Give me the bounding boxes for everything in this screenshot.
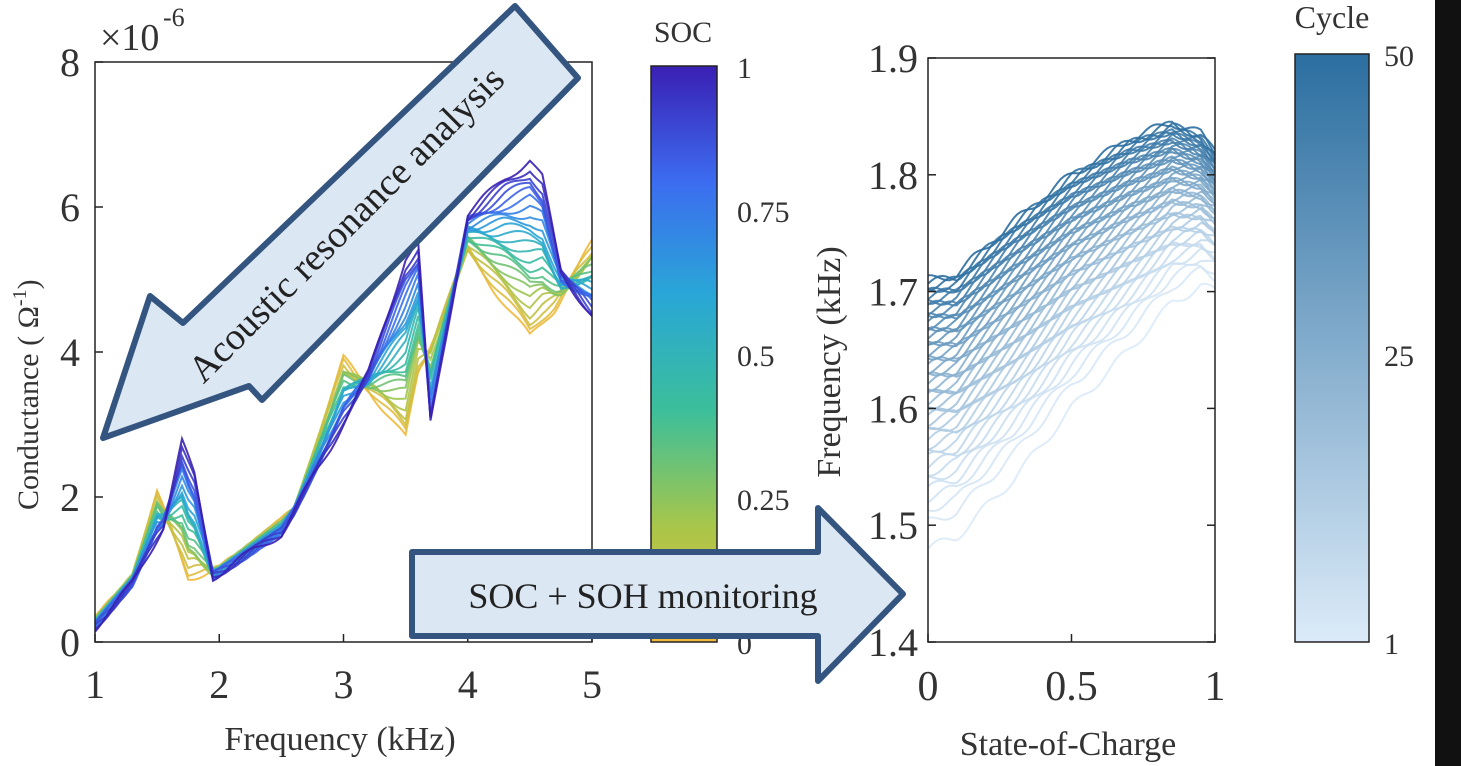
cycle-series-line (927, 137, 1216, 316)
left-x-tick-label: 1 (85, 662, 105, 707)
right-y-tick-label: 1.9 (868, 36, 918, 81)
cycle-colorbar-tick-label: 25 (1384, 340, 1414, 373)
left-x-axis-label: Frequency (kHz) (224, 721, 455, 758)
cycle-colorbar-bar (1294, 53, 1370, 643)
left-panel: 1 2 3 4 5 0 2 4 6 8 ×10 -6 Frequency (kHz) Conduc… (9, 3, 602, 758)
left-x-tick-label: 3 (334, 662, 354, 707)
cycle-series-line (927, 200, 1216, 411)
left-y-label-sup: -1 (9, 289, 31, 306)
svg-text:Conductance ( Ω-1): Conductance ( Ω-1) (9, 279, 45, 510)
cycle-series-line (927, 211, 1216, 428)
left-x-tick-label: 5 (582, 662, 602, 707)
soc-colorbar-bar (650, 65, 718, 643)
right-x-tick-label: 1 (1205, 664, 1226, 710)
cycle-series-line (927, 226, 1216, 451)
right-x-tick-label: 0 (918, 664, 939, 710)
left-y-label-close: ) (12, 279, 45, 289)
soc-colorbar-tick-label: 0.75 (737, 196, 790, 229)
cycle-colorbar-tick-label: 50 (1384, 40, 1414, 73)
right-y-axis-label: Frequency (kHz) (811, 246, 848, 477)
cycle-colorbar-tick-label: 1 (1384, 628, 1399, 661)
soc-series-line (94, 247, 593, 619)
soc-series-line (94, 237, 593, 620)
right-series-group (927, 120, 1216, 550)
cycle-series-line (927, 142, 1216, 319)
soc-colorbar-tick-label: 0.25 (737, 484, 790, 517)
right-ticks: 0 0.5 1 1.4 1.5 1.6 1.7 1.8 1.9 (868, 36, 1226, 710)
left-y-tick-label: 6 (60, 185, 80, 230)
cycle-series-line (927, 263, 1216, 513)
arrow-2-label: SOC + SOH monitoring (468, 576, 817, 616)
cycle-series-line (927, 180, 1216, 377)
left-x-tick-label: 2 (209, 662, 229, 707)
cycle-series-line (928, 242, 1216, 477)
cycle-series-line (927, 188, 1216, 393)
left-ticks: 1 2 3 4 5 0 2 4 6 8 (60, 40, 602, 707)
cycle-series-line (927, 169, 1216, 361)
soc-colorbar-tick-label: 1 (737, 52, 752, 85)
cycle-series-line (927, 163, 1216, 347)
left-y-tick-label: 2 (60, 475, 80, 520)
left-x-tick-label: 4 (458, 662, 478, 707)
right-y-tick-label: 1.5 (868, 503, 918, 548)
cycle-series-line (927, 132, 1216, 305)
monitoring-arrow: SOC + SOH monitoring (409, 505, 906, 684)
cycle-series-line (927, 122, 1216, 293)
cycle-series-line (927, 158, 1216, 346)
arrow-shape (100, 3, 581, 441)
cycle-series-line (927, 259, 1216, 504)
cycle-colorbar: Cycle 50 25 1 (1294, 0, 1414, 661)
cycle-series-line (927, 165, 1216, 358)
left-series-group (94, 159, 593, 633)
arrow-shape (409, 505, 906, 684)
cycle-series-line (927, 148, 1216, 331)
soc-series-line (94, 159, 593, 633)
soc-series-line (94, 216, 593, 625)
left-y-tick-label: 0 (60, 620, 80, 665)
right-x-tick-label: 0.5 (1045, 664, 1098, 710)
cycle-series-line (927, 129, 1216, 293)
right-x-axis-label: State-of-Charge (960, 726, 1177, 763)
right-y-tick-label: 1.7 (868, 270, 918, 315)
cycle-series-line (927, 213, 1216, 431)
soc-colorbar-tick-label: 0.5 (737, 340, 775, 373)
cycle-colorbar-ticks: 50 25 1 (1384, 40, 1414, 661)
arrow-1-label: Acoustic resonance analysis (180, 58, 513, 391)
cycle-series-line (927, 265, 1216, 521)
right-panel: 0 0.5 11.41.51.61.71.81.9 State-of-Charge … (811, 36, 1226, 763)
soc-colorbar-title: SOC (654, 16, 712, 49)
left-y-label-main: Conductance ( Ω (12, 306, 45, 510)
cycle-series-line (927, 173, 1216, 362)
soc-series-line (94, 234, 593, 620)
y-multiplier-exp: -6 (163, 3, 185, 32)
right-y-tick-label: 1.4 (868, 620, 918, 665)
y-multiplier-base: ×10 (100, 17, 159, 59)
soc-series-line (94, 239, 593, 624)
cycle-series-line (927, 282, 1216, 550)
soc-series-line (94, 177, 593, 626)
left-y-tick-label: 4 (60, 330, 80, 375)
cycle-colorbar-title: Cycle (1295, 0, 1370, 35)
soc-series-line (94, 222, 593, 622)
left-y-tick-label: 8 (60, 40, 80, 85)
cycle-series-line (927, 227, 1216, 453)
right-y-tick-label: 1.8 (868, 153, 918, 198)
right-y-tick-label: 1.6 (868, 386, 918, 431)
cycle-series-line (927, 123, 1216, 282)
left-y-axis-label: Conductance ( Ω-1) (9, 279, 45, 510)
